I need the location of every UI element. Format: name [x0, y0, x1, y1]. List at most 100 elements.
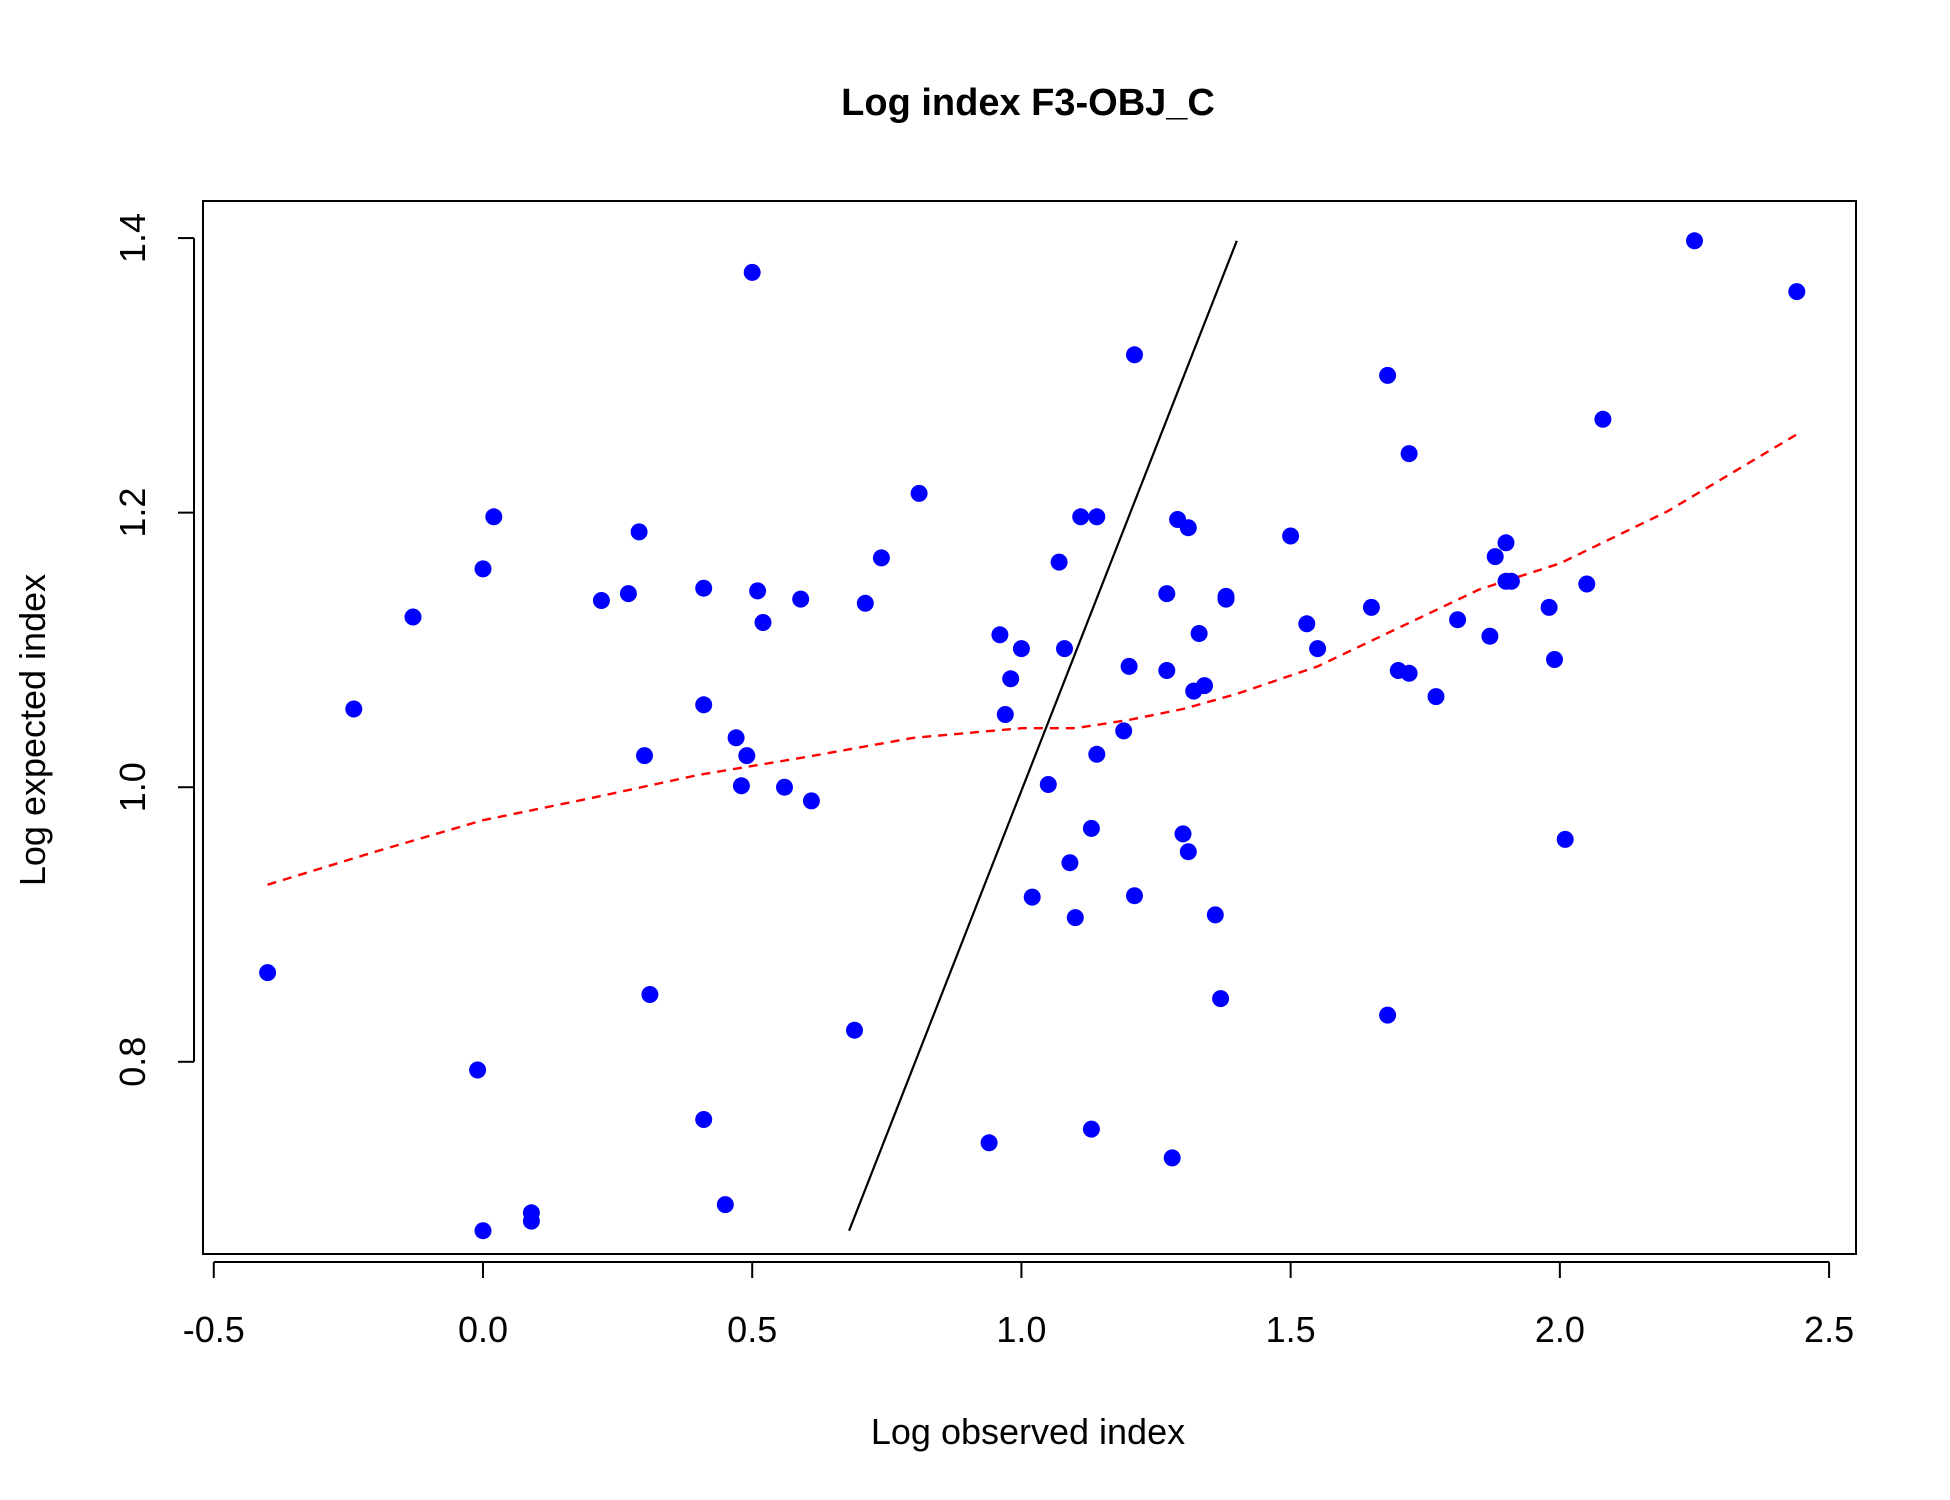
data-point — [1578, 575, 1596, 593]
data-point — [1190, 625, 1208, 642]
data-point — [1686, 232, 1703, 250]
x-tick-label: 0.0 — [458, 1309, 508, 1350]
x-axis-label: Log observed index — [871, 1411, 1185, 1452]
data-point — [1158, 585, 1176, 603]
data-point — [1540, 598, 1558, 616]
data-point — [636, 747, 653, 765]
data-point — [474, 1222, 492, 1240]
data-point — [345, 700, 363, 718]
data-point — [404, 608, 422, 626]
data-point — [716, 1196, 734, 1214]
data-point — [1050, 553, 1068, 571]
y-tick-label: 0.8 — [112, 1037, 153, 1087]
y-tick-label: 1.0 — [112, 762, 153, 812]
data-point — [1546, 651, 1563, 668]
data-point — [792, 590, 810, 608]
x-tick-label: 0.5 — [727, 1309, 777, 1350]
data-point — [522, 1212, 540, 1230]
data-point — [1179, 519, 1197, 537]
data-point — [1400, 664, 1418, 682]
data-point — [1481, 627, 1499, 645]
data-point — [1362, 598, 1380, 616]
data-point — [1400, 445, 1418, 463]
data-point — [469, 1061, 487, 1079]
data-point — [1115, 722, 1133, 740]
data-point — [776, 778, 793, 796]
data-point — [1120, 657, 1138, 675]
data-point — [1163, 1149, 1181, 1167]
data-point — [872, 549, 890, 567]
data-point — [996, 706, 1014, 723]
data-point — [1486, 548, 1504, 566]
data-point — [641, 986, 659, 1003]
data-point — [732, 777, 750, 795]
data-point — [1174, 825, 1192, 843]
data-point — [1088, 745, 1106, 763]
reference-line — [848, 240, 1238, 1232]
x-axis: -0.5 0.0 0.5 1.0 1.5 2.0 2.5 — [183, 1261, 1854, 1350]
data-point — [1179, 843, 1197, 861]
data-point — [1788, 283, 1806, 301]
data-point — [1497, 534, 1515, 552]
data-point — [754, 614, 772, 631]
data-point — [1196, 677, 1213, 695]
data-point — [619, 585, 637, 603]
data-point — [259, 964, 277, 982]
data-point — [1298, 615, 1316, 633]
data-point — [1206, 906, 1224, 924]
data-point — [1012, 640, 1030, 658]
x-tick-label: 1.0 — [996, 1309, 1046, 1350]
data-point — [802, 792, 820, 810]
x-tick-label: -0.5 — [183, 1309, 245, 1350]
data-point — [695, 579, 713, 597]
x-tick-label: 2.0 — [1535, 1309, 1585, 1350]
data-point — [1072, 508, 1090, 526]
data-point — [1158, 662, 1176, 679]
points-layer — [259, 232, 1806, 1240]
data-point — [474, 560, 492, 578]
data-point — [738, 747, 756, 765]
data-point — [1379, 1006, 1397, 1024]
data-point — [1449, 611, 1467, 629]
data-point — [846, 1021, 863, 1039]
data-point — [1088, 508, 1106, 526]
data-point — [592, 592, 610, 609]
data-point — [1082, 1120, 1100, 1138]
data-point — [1082, 819, 1100, 837]
data-point — [1282, 527, 1300, 545]
data-point — [1066, 909, 1084, 927]
data-point — [1126, 346, 1143, 364]
data-point — [1217, 587, 1235, 605]
data-point — [743, 263, 761, 281]
chart-title: Log index F3-OBJ_C — [841, 82, 1215, 124]
lines-layer — [267, 240, 1798, 1232]
data-point — [485, 508, 503, 526]
smooth-trend-line — [267, 433, 1798, 886]
data-point — [1039, 776, 1057, 793]
y-axis: 0.8 1.0 1.2 1.4 — [112, 213, 195, 1087]
y-tick-label: 1.2 — [112, 488, 153, 538]
data-point — [1212, 990, 1230, 1008]
data-point — [1502, 572, 1520, 590]
data-point — [1556, 830, 1574, 848]
data-point — [1309, 640, 1327, 658]
data-point — [1061, 854, 1079, 872]
data-point — [1023, 888, 1041, 906]
data-point — [991, 626, 1009, 644]
data-point — [695, 1111, 713, 1128]
data-point — [727, 729, 745, 747]
data-point — [630, 523, 648, 541]
data-point — [980, 1134, 998, 1152]
data-point — [1427, 688, 1445, 706]
data-point — [695, 696, 713, 714]
data-point — [856, 594, 874, 612]
data-point — [1126, 887, 1143, 905]
x-tick-label: 1.5 — [1266, 1309, 1316, 1350]
data-point — [1056, 640, 1073, 658]
plot-frame — [202, 200, 1857, 1255]
data-point — [749, 582, 767, 600]
data-point — [1379, 366, 1397, 384]
y-tick-label: 1.4 — [112, 213, 153, 263]
data-point — [1002, 670, 1020, 688]
